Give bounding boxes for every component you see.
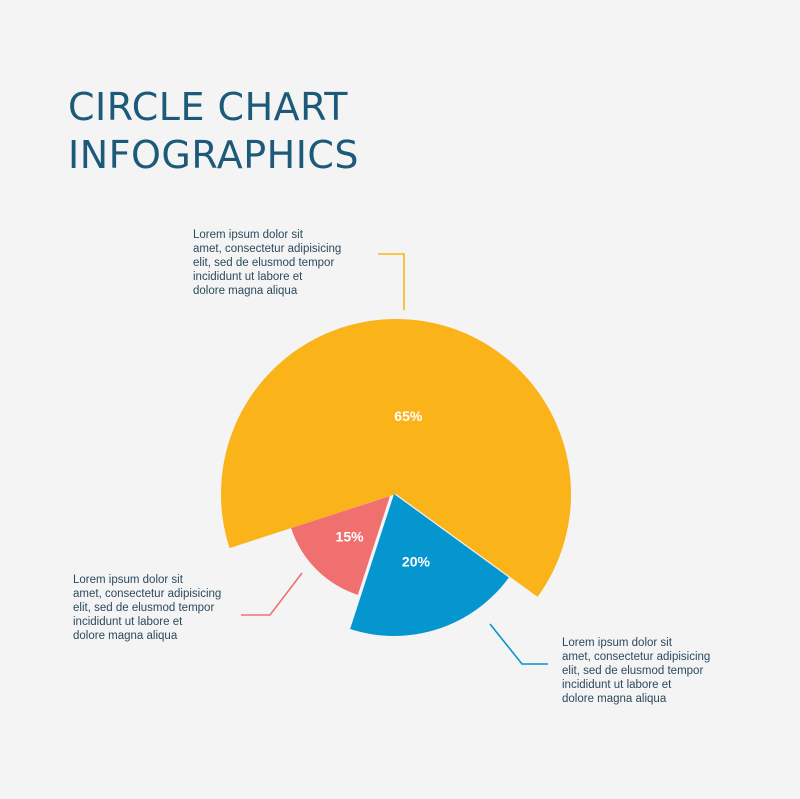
annotation-line: incididunt ut labore et (193, 271, 303, 283)
pie-slice-65pct (221, 319, 572, 597)
leader-line-15pct (241, 572, 303, 616)
annotation-line: elit, sed de elusmod tempor (73, 602, 214, 614)
annotation-line: dolore magna aliqua (73, 630, 178, 642)
annotation-line: dolore magna aliqua (193, 285, 298, 297)
annotation-line: incididunt ut labore et (562, 679, 672, 691)
annotation-line: elit, sed de elusmod tempor (562, 665, 703, 677)
slice-label-20pct: 20% (402, 554, 431, 570)
annotation-line: amet, consectetur adipisicing (193, 243, 341, 255)
slice-label-65pct: 65% (394, 408, 423, 424)
pie-slice-15pct (291, 496, 390, 595)
leader-line-20pct (489, 623, 548, 665)
slice-label-15pct: 15% (336, 528, 365, 544)
annotations: Lorem ipsum dolor sit amet, consectetur a… (73, 229, 710, 705)
annotation-line: amet, consectetur adipisicing (562, 651, 710, 663)
annotation-text-15pct: Lorem ipsum dolor sit amet, consectetur a… (73, 574, 221, 642)
annotation-line: incididunt ut labore et (73, 616, 183, 628)
leader-line-65pct (378, 253, 405, 310)
annotation-line: amet, consectetur adipisicing (73, 588, 221, 600)
leader-lines (241, 253, 548, 665)
pie-slice-20pct (350, 494, 509, 636)
annotation-line: Lorem ipsum dolor sit (193, 229, 304, 241)
slice-labels: 65% 20% 15% (336, 408, 431, 569)
annotation-text-65pct: Lorem ipsum dolor sit amet, consectetur a… (193, 229, 341, 297)
title-line-1: CIRCLE CHART (68, 85, 348, 129)
annotation-line: elit, sed de elusmod tempor (193, 257, 334, 269)
annotation-text-20pct: Lorem ipsum dolor sit amet, consectetur a… (562, 637, 710, 705)
annotation-line: Lorem ipsum dolor sit (73, 574, 184, 586)
annotation-line: Lorem ipsum dolor sit (562, 637, 673, 649)
title-line-2: INFOGRAPHICS (68, 133, 359, 177)
pie-slices (221, 319, 572, 636)
chart-title: CIRCLE CHART INFOGRAPHICS (68, 85, 359, 177)
annotation-line: dolore magna aliqua (562, 693, 667, 705)
